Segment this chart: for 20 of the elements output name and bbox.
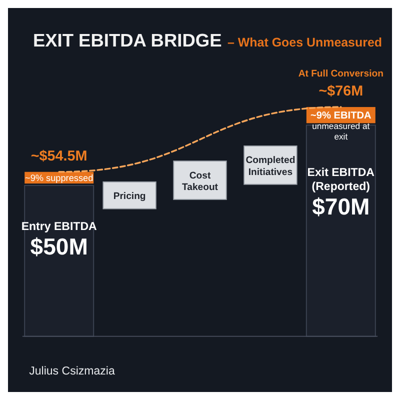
bar	[306, 124, 376, 337]
annotation: At Full Conversion	[298, 68, 384, 80]
data-label: $70M	[312, 194, 370, 220]
x-tick-label: Pricing	[113, 191, 146, 202]
x-tick-label: Entry EBITDA	[21, 220, 98, 233]
annotation: ~$76M	[318, 83, 364, 100]
step-tile: Cost Takeout	[173, 160, 227, 200]
x-tick-label: Exit EBITDA (Reported)	[307, 167, 376, 193]
text: – What Goes Unmeasured	[228, 35, 382, 50]
annotation: ~9% EBITDA unmeasured at exit	[310, 110, 372, 142]
x-tick-label: Completed Initiatives	[246, 155, 296, 178]
x-tick-label: Cost Takeout	[182, 170, 219, 193]
step-tile: Pricing	[102, 181, 156, 210]
annotation: ~$54.5M	[30, 148, 88, 164]
step-tile: Completed Initiatives	[244, 145, 298, 185]
bar	[24, 184, 94, 337]
text: Julius Csizmazia	[29, 366, 116, 378]
data-label: $50M	[30, 234, 88, 260]
annotation: ~9% suppressed	[25, 173, 94, 184]
text: EXIT EBITDA BRIDGE	[32, 29, 222, 50]
